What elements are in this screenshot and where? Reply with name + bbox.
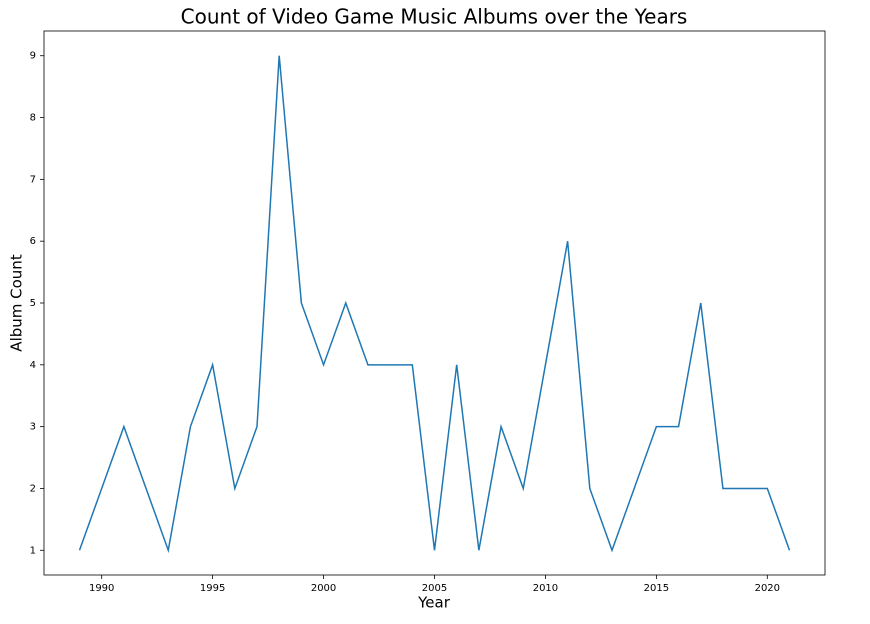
y-tick-label: 2 [30,483,36,494]
y-tick-label: 9 [30,51,36,62]
y-tick-label: 7 [30,174,36,185]
x-axis-label: Year [417,594,451,612]
x-tick-label: 2000 [311,583,336,594]
x-tick-label: 1990 [89,583,114,594]
x-tick-label: 2020 [755,583,780,594]
y-tick-label: 6 [30,236,36,247]
data-line [78,55,791,554]
x-tick-label: 2005 [422,583,447,594]
y-axis-label: Album Count [8,254,26,352]
x-tick-label: 2015 [644,583,669,594]
x-tick-label: 2010 [533,583,558,594]
y-tick-label: 8 [30,113,36,124]
y-tick-label: 5 [30,298,36,309]
y-tick-label: 3 [30,422,36,433]
y-tick-label: 1 [30,545,36,556]
y-tick-label: 4 [30,360,36,371]
x-tick-label: 1995 [200,583,225,594]
chart-title: Count of Video Game Music Albums over th… [181,5,688,29]
